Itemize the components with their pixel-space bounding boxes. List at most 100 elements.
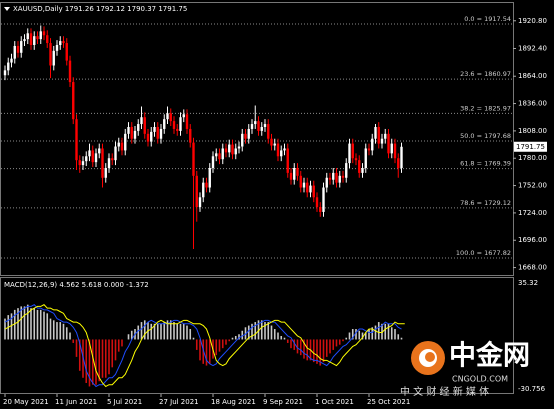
candle-body <box>302 182 306 188</box>
candle-body <box>101 148 104 178</box>
candle-body <box>130 126 133 139</box>
x-tick-label: 18 Aug 2021 <box>211 398 256 406</box>
histogram-bar <box>23 306 26 340</box>
histogram-bar <box>195 339 198 350</box>
candle-body <box>400 146 403 168</box>
x-tick-label: 1 Oct 2021 <box>315 398 354 406</box>
candle-body <box>211 156 215 168</box>
candle-body <box>166 113 169 120</box>
histogram-bar <box>254 322 257 340</box>
histogram-bar <box>316 339 318 364</box>
histogram-bar <box>153 323 156 340</box>
candle-body <box>3 70 7 76</box>
candle-body <box>182 114 185 118</box>
candle-body <box>68 60 72 83</box>
histogram-bar <box>377 322 380 340</box>
candle-body <box>20 41 23 53</box>
histogram-bar <box>36 309 39 340</box>
candle-body <box>293 167 296 180</box>
candle-body <box>237 146 241 149</box>
candle-body <box>202 182 205 198</box>
candle-body <box>176 128 179 131</box>
candle-body <box>163 119 166 129</box>
candle-body <box>397 158 400 168</box>
watermark-slogan: 中 文 财 经 新 媒 体 <box>400 385 489 398</box>
candle-body <box>153 126 156 132</box>
histogram-bar <box>166 320 169 340</box>
watermark-site: CNGOLD.COM <box>452 375 508 384</box>
histogram-bar <box>98 339 101 382</box>
candle-body <box>393 143 397 159</box>
candle-body <box>286 148 289 173</box>
y-tick-label: 1892.40 <box>518 44 547 52</box>
menu-icon[interactable] <box>4 7 10 11</box>
histogram-bar <box>325 339 328 357</box>
x-tick-label: 20 May 2021 <box>3 398 49 406</box>
histogram-bar <box>296 339 299 354</box>
candle-body <box>117 142 120 147</box>
candle-body <box>244 133 247 139</box>
histogram-bar <box>20 306 23 340</box>
histogram-bar <box>160 323 162 340</box>
candle-body <box>10 58 13 63</box>
main-panel <box>0 2 514 276</box>
candle-body <box>390 143 393 154</box>
histogram-bar <box>13 309 16 340</box>
watermark-brand: 中金网 <box>449 340 530 372</box>
y-tick-label: 35.32 <box>518 279 538 287</box>
candle-body <box>81 161 85 166</box>
histogram-bar <box>390 327 393 340</box>
histogram-bar <box>85 339 88 383</box>
candle-body <box>205 182 208 188</box>
histogram-bar <box>283 337 286 340</box>
candle-body <box>195 175 198 208</box>
histogram-bar <box>306 339 309 361</box>
candle-body <box>224 148 228 153</box>
histogram-bar <box>218 339 221 352</box>
histogram-bar <box>277 332 279 340</box>
candle-body <box>319 207 322 212</box>
histogram-bar <box>260 320 263 340</box>
macd-panel <box>0 277 514 394</box>
candle-body <box>354 158 358 161</box>
macd-title: MACD(12,26,9) 4.562 5.618 0.000 -1.372 <box>4 281 149 289</box>
candle-body <box>241 133 244 147</box>
histogram-bar <box>225 339 227 345</box>
histogram-bar <box>208 339 211 364</box>
candle-body <box>169 113 172 122</box>
y-tick-label: 1836.00 <box>518 100 547 108</box>
histogram-bar <box>215 339 218 356</box>
histogram-bar <box>368 329 370 340</box>
histogram-bar <box>72 339 75 343</box>
candle-body <box>335 172 338 183</box>
candle-body <box>172 121 176 129</box>
histogram-bar <box>26 304 29 340</box>
y-tick-label: 1752.00 <box>518 182 547 190</box>
histogram-bar <box>387 323 390 340</box>
histogram-bar <box>156 323 159 340</box>
histogram-bar <box>52 320 55 340</box>
candle-body <box>124 133 127 151</box>
candle-body <box>59 41 62 45</box>
candle-body <box>234 148 237 155</box>
histogram-bar <box>182 323 185 340</box>
fib-label: 61.8 = 1769.39 <box>460 160 511 168</box>
candle-body <box>29 33 33 45</box>
candle-body <box>306 182 309 193</box>
histogram-bar <box>46 313 49 340</box>
candle-body <box>133 130 137 139</box>
histogram-bar <box>345 337 348 340</box>
candle-body <box>137 124 140 131</box>
x-tick-label: 9 Sep 2021 <box>263 398 303 406</box>
histogram-bar <box>342 339 344 342</box>
histogram-bar <box>221 339 224 349</box>
candle-body <box>345 163 348 178</box>
logo-dot <box>425 352 435 362</box>
histogram-bar <box>140 322 143 340</box>
histogram-bar <box>247 325 250 340</box>
histogram-bar <box>371 327 374 340</box>
main-title: XAUUSD,Daily 1791.26 1792.12 1790.37 179… <box>13 5 187 13</box>
fib-label: 23.6 = 1860.97 <box>460 70 511 78</box>
histogram-bar <box>127 334 130 340</box>
candle-body <box>380 138 384 144</box>
